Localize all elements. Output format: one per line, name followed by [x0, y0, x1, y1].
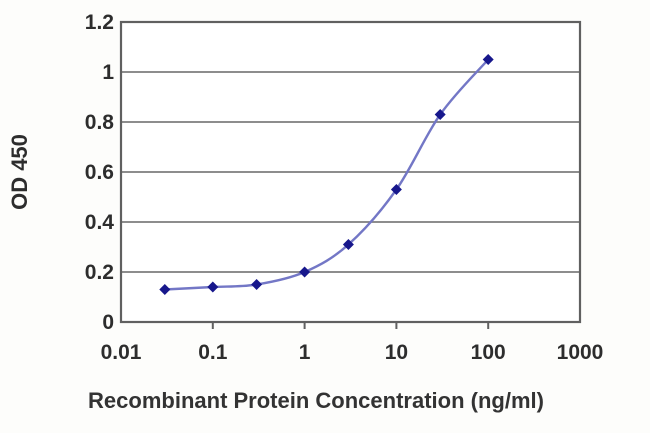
- x-tick-label: 100: [470, 341, 506, 364]
- data-point-marker: [390, 184, 402, 195]
- y-tick-label: 0.6: [84, 161, 114, 184]
- x-tick-label: 0.1: [198, 341, 228, 364]
- x-tick-label: 10: [384, 341, 409, 364]
- data-point-marker: [342, 239, 354, 250]
- data-point-marker: [482, 54, 494, 65]
- y-tick-label: 0.8: [84, 111, 114, 134]
- data-point-marker: [434, 109, 446, 120]
- x-tick-label: 1000: [556, 341, 604, 364]
- y-tick-label: 0.2: [84, 261, 114, 284]
- x-axis-title: Recombinant Protein Concentration (ng/ml…: [88, 388, 544, 413]
- y-axis-title: OD 450: [7, 134, 32, 210]
- data-point-marker: [207, 281, 219, 293]
- x-tick-label: 1: [298, 341, 311, 364]
- y-tick-label: 0.4: [84, 211, 114, 234]
- y-tick-label: 1.2: [84, 11, 114, 34]
- axis-frame: [119, 20, 582, 324]
- data-point-marker: [299, 266, 311, 278]
- y-tick-label: 0: [102, 311, 114, 334]
- data-point-marker: [159, 284, 171, 295]
- x-tick-label: 0.01: [100, 341, 142, 364]
- data-point-marker: [251, 279, 263, 290]
- y-tick-label: 1: [102, 61, 114, 84]
